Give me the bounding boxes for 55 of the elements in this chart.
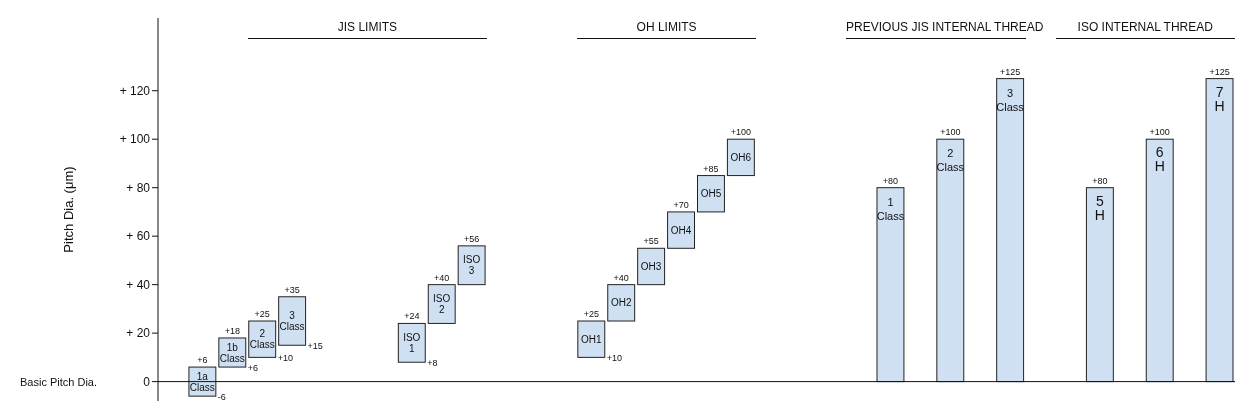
data-label: +35 [284, 284, 300, 295]
x-tick-label: OH5 [700, 188, 722, 200]
data-label: +125 [999, 66, 1021, 77]
x-tick-label: OH4 [670, 224, 692, 236]
annotation: ISO INTERNAL THREAD [1076, 20, 1214, 34]
data-label: +40 [434, 272, 450, 283]
x-tick-label: 5 H [1094, 192, 1105, 223]
y-axis-title: Pitch Dia. (μm) [60, 166, 76, 253]
data-label: +55 [643, 236, 659, 247]
x-tick-label: OH1 [581, 333, 603, 345]
data-label: +85 [703, 163, 719, 174]
x-tick-label: ISO 3 [463, 254, 481, 277]
x-tick-label: 3 Class [279, 310, 305, 333]
data-label: +18 [224, 325, 240, 336]
x-tick-label: 6 H [1154, 144, 1165, 175]
data-label: +80 [882, 175, 899, 186]
annotation: -6 [217, 392, 226, 403]
data-label: +80 [1092, 175, 1108, 186]
x-tick-label: 1a Class [189, 370, 215, 393]
x-tick-label: 2 Class [249, 328, 275, 351]
data-label: +70 [673, 199, 689, 210]
data-label: +100 [1149, 127, 1170, 138]
y-tick-label: + 80 [126, 180, 151, 195]
data-label: +25 [583, 309, 599, 320]
data-label: +100 [940, 127, 961, 138]
annotation: OH LIMITS [635, 20, 698, 34]
x-tick-label: ISO 1 [403, 331, 421, 354]
x-tick-label: 1b Class [219, 341, 245, 364]
y-tick-label: + 60 [126, 229, 151, 244]
data-label: +125 [1209, 66, 1230, 77]
data-label: +100 [730, 127, 752, 138]
annotation: PREVIOUS JIS INTERNAL THREAD [846, 20, 1044, 34]
y-tick-label: + 40 [126, 277, 151, 292]
y-tick-label: + 20 [126, 326, 151, 341]
data-label: +56 [463, 233, 480, 244]
x-tick-label: OH2 [610, 297, 632, 309]
x-tick-label: OH3 [640, 260, 662, 272]
annotation: +10 [277, 353, 293, 364]
x-tick-label: 7 H [1214, 83, 1225, 114]
ref-line-label: Basic Pitch Dia. [20, 375, 98, 388]
data-label: +40 [613, 272, 629, 283]
data-label: +6 [197, 355, 208, 366]
annotation: +10 [606, 353, 623, 364]
x-tick-label: 1 Class [876, 195, 905, 222]
x-tick-label: OH6 [730, 151, 752, 163]
annotation: +8 [427, 358, 438, 369]
y-tick-label: 0 [143, 374, 151, 389]
y-tick-label: + 120 [119, 83, 151, 98]
annotation: JIS LIMITS [336, 20, 399, 34]
data-label: +24 [404, 311, 420, 322]
annotation: +15 [307, 341, 323, 352]
y-tick-label: + 100 [119, 132, 151, 147]
annotation: +6 [247, 363, 259, 374]
data-label: +25 [254, 309, 270, 320]
x-tick-label: ISO 2 [433, 293, 451, 316]
